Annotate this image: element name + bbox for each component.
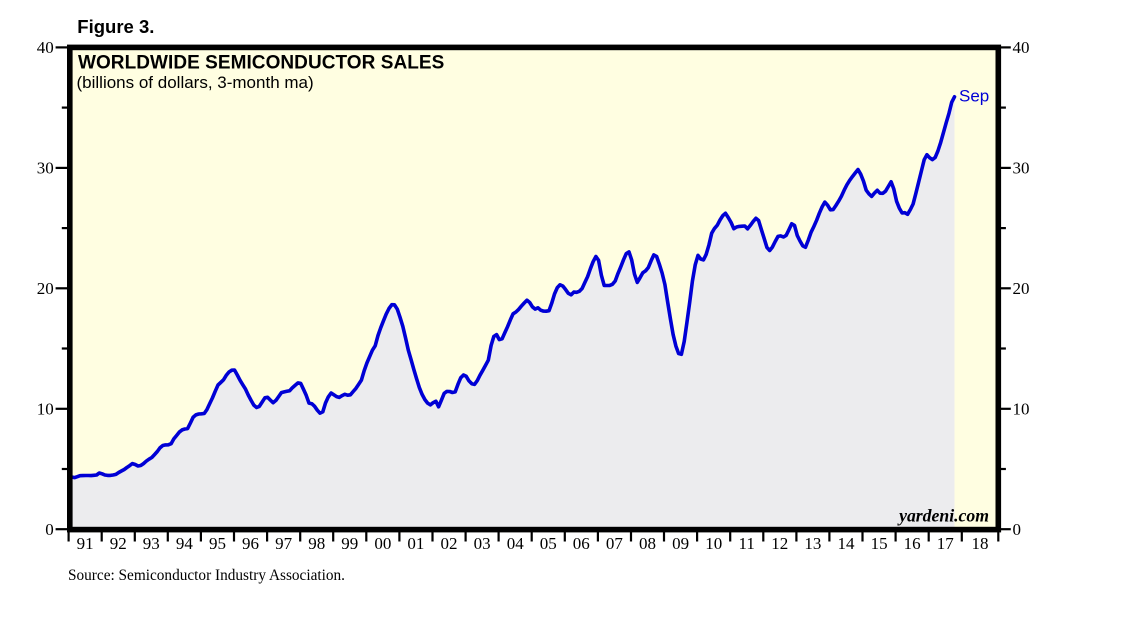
svg-text:94: 94 — [176, 534, 194, 553]
svg-text:Figure 3.: Figure 3. — [77, 16, 154, 37]
svg-text:Source: Semiconductor Industry: Source: Semiconductor Industry Associati… — [68, 567, 345, 584]
svg-text:99: 99 — [341, 534, 358, 553]
svg-text:04: 04 — [507, 534, 525, 553]
svg-text:11: 11 — [739, 534, 755, 553]
svg-text:91: 91 — [77, 534, 94, 553]
svg-text:18: 18 — [972, 534, 989, 553]
svg-text:13: 13 — [804, 534, 821, 553]
svg-text:16: 16 — [904, 534, 921, 553]
svg-text:0: 0 — [45, 520, 54, 539]
svg-text:92: 92 — [110, 534, 127, 553]
svg-text:(billions of dollars, 3-month: (billions of dollars, 3-month ma) — [77, 73, 314, 92]
svg-text:10: 10 — [37, 400, 54, 419]
svg-text:14: 14 — [838, 534, 856, 553]
svg-text:10: 10 — [1013, 400, 1030, 419]
svg-text:30: 30 — [1013, 159, 1030, 178]
svg-text:40: 40 — [37, 38, 54, 57]
svg-text:40: 40 — [1013, 38, 1030, 57]
svg-text:yardeni.com: yardeni.com — [897, 506, 989, 526]
svg-text:95: 95 — [209, 534, 226, 553]
svg-text:15: 15 — [871, 534, 888, 553]
svg-text:Sep: Sep — [959, 87, 989, 106]
svg-text:98: 98 — [308, 534, 325, 553]
svg-text:93: 93 — [143, 534, 160, 553]
svg-text:17: 17 — [937, 534, 955, 553]
svg-text:09: 09 — [672, 534, 689, 553]
svg-text:08: 08 — [639, 534, 656, 553]
svg-text:12: 12 — [771, 534, 788, 553]
svg-text:07: 07 — [606, 534, 624, 553]
svg-text:00: 00 — [374, 534, 391, 553]
svg-text:97: 97 — [275, 534, 293, 553]
svg-text:20: 20 — [37, 279, 54, 298]
svg-text:0: 0 — [1013, 520, 1022, 539]
svg-text:03: 03 — [474, 534, 491, 553]
svg-text:96: 96 — [242, 534, 259, 553]
svg-text:WORLDWIDE SEMICONDUCTOR SALES: WORLDWIDE SEMICONDUCTOR SALES — [78, 52, 444, 73]
svg-text:05: 05 — [540, 534, 557, 553]
svg-text:02: 02 — [441, 534, 458, 553]
svg-text:06: 06 — [573, 534, 590, 553]
svg-text:10: 10 — [705, 534, 722, 553]
svg-text:20: 20 — [1013, 279, 1030, 298]
svg-text:01: 01 — [407, 534, 424, 553]
svg-text:30: 30 — [37, 159, 54, 178]
